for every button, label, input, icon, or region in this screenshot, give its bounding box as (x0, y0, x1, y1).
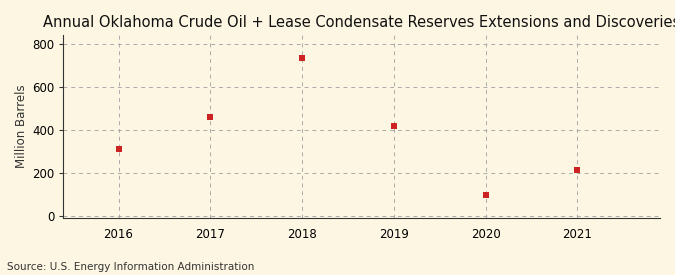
Point (388, 123, 399, 128)
Title: Annual Oklahoma Crude Oil + Lease Condensate Reserves Extensions and Discoveries: Annual Oklahoma Crude Oil + Lease Conden… (43, 15, 675, 30)
Point (480, 193, 491, 198)
Point (572, 167, 583, 172)
Point (297, 56, 308, 60)
Text: Source: U.S. Energy Information Administration: Source: U.S. Energy Information Administ… (7, 262, 254, 272)
Y-axis label: Million Barrels: Million Barrels (15, 85, 28, 169)
Point (113, 147, 124, 152)
Point (205, 115, 216, 119)
